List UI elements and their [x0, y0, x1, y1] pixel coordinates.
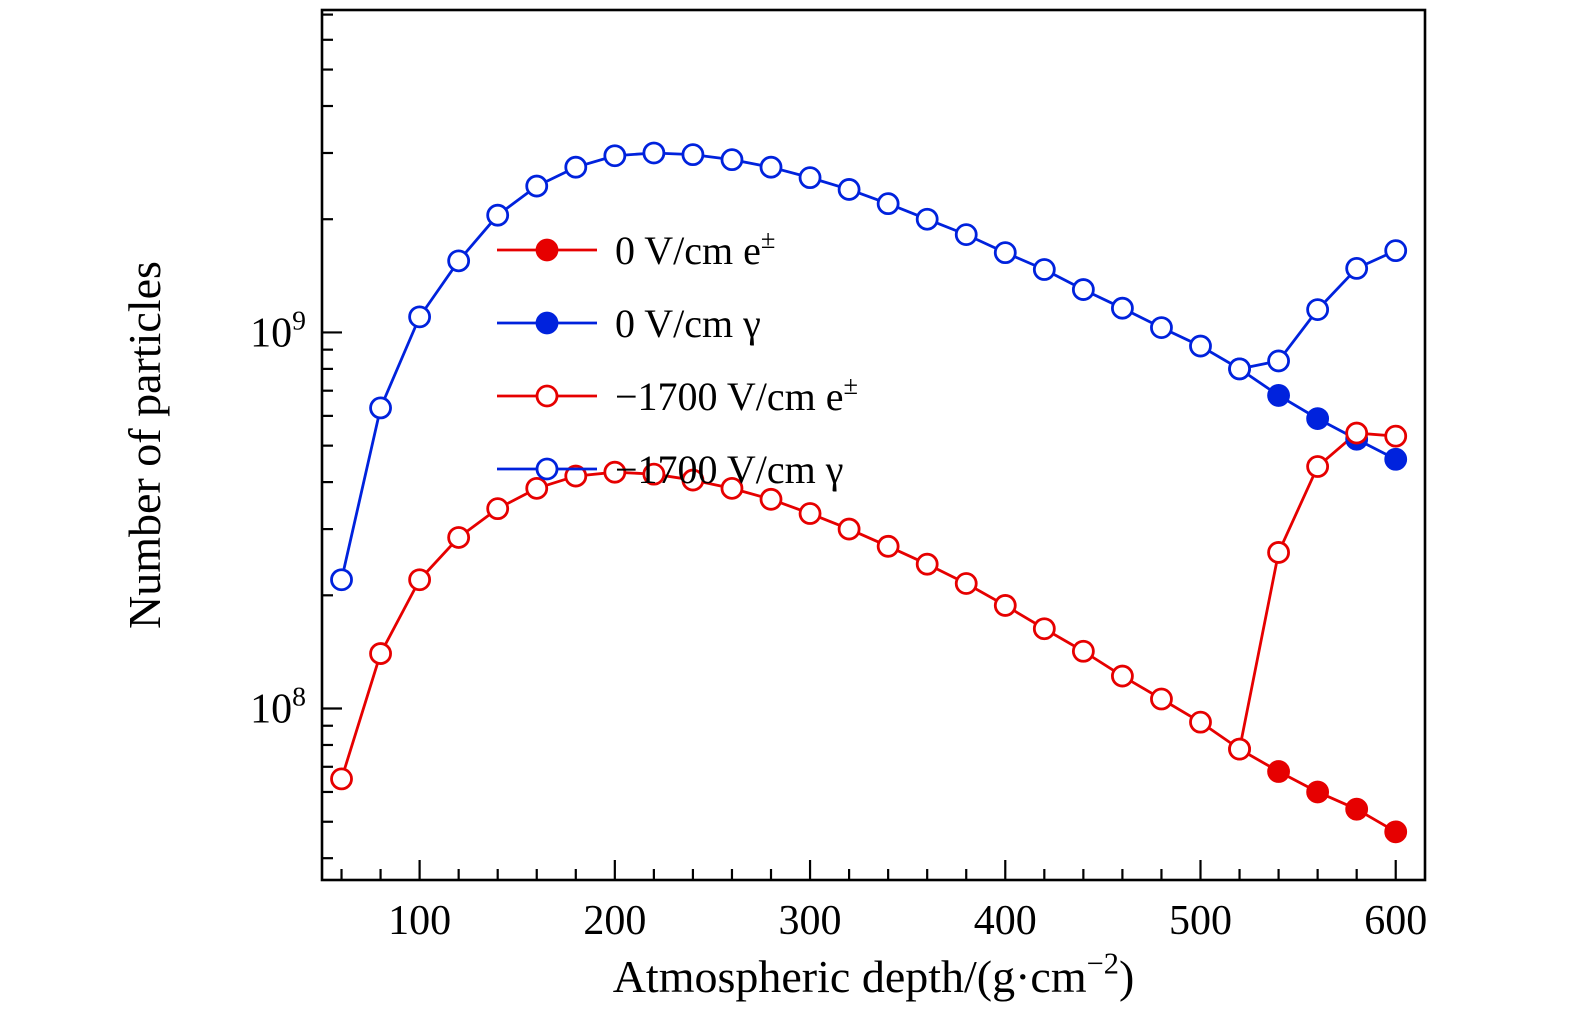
data-point-marker: [564, 155, 588, 179]
data-point-marker: [915, 552, 939, 576]
data-point-marker: [486, 203, 510, 227]
tick-labels: 100 200 300 400 500 600 108 109: [250, 305, 1427, 944]
y-tick-label: 108: [250, 681, 306, 733]
data-point-marker: [1384, 820, 1408, 844]
data-point-marker: [681, 143, 705, 167]
data-point-marker: [1071, 639, 1095, 663]
data-point-marker: [1032, 258, 1056, 281]
legend-entry-field-1700-epm: −1700 V/cm e±: [497, 370, 858, 419]
data-point-marker: [1345, 421, 1369, 445]
data-point-marker: [603, 144, 627, 168]
data-point-marker: [993, 241, 1017, 265]
data-point-marker: [1189, 710, 1212, 734]
y-axis-label: Number of particles: [119, 261, 170, 629]
data-point-marker: [1306, 455, 1330, 478]
x-tick-label: 500: [1169, 898, 1232, 944]
data-point-marker: [1384, 239, 1408, 263]
data-point-marker: [1267, 760, 1290, 783]
data-point-marker: [369, 396, 392, 420]
data-point-marker: [1345, 797, 1369, 821]
data-point-marker: [330, 767, 353, 791]
series-line-field-1700-epm: [340, 431, 1396, 780]
data-point-marker: [1384, 447, 1408, 471]
data-point-marker: [525, 174, 549, 198]
data-point-marker: [642, 462, 666, 486]
data-point-marker: [1228, 737, 1251, 761]
data-point-marker: [1071, 278, 1095, 301]
legend-entry-zero-field-gamma: 0 V/cm γ: [497, 301, 761, 346]
x-axis-label: Atmospheric depth/(g·cm−2): [613, 947, 1135, 1002]
data-point-marker: [759, 487, 783, 511]
data-point-marker: [486, 497, 510, 521]
series-markers-field-1700-epm: [330, 421, 1408, 791]
data-point-marker: [876, 534, 900, 558]
data-point-marker: [837, 178, 861, 201]
data-point-marker: [681, 468, 705, 492]
legend-label-field-1700-gamma: −1700 V/cm γ: [615, 447, 843, 492]
legend-marker-sample: [535, 311, 559, 335]
data-point-marker: [1189, 334, 1212, 358]
x-tick-label: 100: [388, 898, 451, 944]
data-point-marker: [798, 502, 822, 525]
y-tick-label: 109: [250, 305, 306, 357]
data-point-marker: [1267, 384, 1290, 407]
data-point-marker: [408, 305, 432, 329]
data-point-marker: [525, 476, 549, 500]
legend-label-zero-field-gamma: 0 V/cm γ: [615, 301, 761, 346]
data-point-marker: [837, 517, 861, 541]
data-point-marker: [1267, 349, 1290, 373]
data-point-marker: [447, 249, 471, 273]
data-point-marker: [720, 476, 744, 500]
legend-label-field-1700-epm: −1700 V/cm e±: [615, 370, 858, 419]
legend: 0 V/cm e± 0 V/cm γ −1700 V/cm e± −1700 V/cm…: [497, 224, 858, 492]
data-point-marker: [720, 148, 744, 172]
data-point-marker: [915, 207, 939, 231]
data-point-marker: [1150, 316, 1173, 340]
data-point-marker: [564, 464, 588, 488]
data-point-marker: [1267, 541, 1290, 564]
x-tick-label: 300: [779, 898, 842, 944]
data-point-marker: [1111, 296, 1134, 320]
data-point-marker: [1150, 687, 1173, 711]
data-point-marker: [759, 155, 783, 179]
legend-label-zero-field-epm: 0 V/cm e±: [615, 224, 775, 273]
series-line-field-1700-gamma: [340, 151, 1397, 581]
plot-frame: [320, 8, 1427, 882]
data-point-marker: [603, 460, 627, 484]
x-tick-label: 200: [583, 898, 646, 944]
data-point-marker: [1032, 617, 1056, 641]
data-point-marker: [408, 568, 432, 592]
data-point-marker: [954, 572, 978, 595]
series-markers-field-1700-gamma: [330, 141, 1408, 592]
data-point-marker: [993, 594, 1017, 617]
data-point-marker: [642, 141, 666, 165]
data-point-marker: [1306, 298, 1330, 322]
legend-marker-sample: [535, 384, 559, 408]
data-point-marker: [369, 642, 392, 665]
x-tick-label: 400: [974, 898, 1037, 944]
axes: [322, 13, 1397, 880]
data-point-marker: [1384, 424, 1408, 448]
data-point-marker: [1306, 780, 1330, 804]
data-point-marker: [1228, 357, 1251, 381]
legend-entry-field-1700-gamma: −1700 V/cm γ: [497, 447, 843, 492]
legend-marker-sample: [535, 457, 559, 481]
data-point-marker: [1306, 407, 1330, 431]
data-point-marker: [330, 568, 353, 592]
data-point-marker: [954, 223, 978, 247]
x-tick-label: 600: [1364, 898, 1427, 944]
legend-entry-zero-field-epm: 0 V/cm e±: [497, 224, 775, 273]
data-point-marker: [1111, 664, 1134, 688]
data-point-marker: [876, 192, 900, 216]
legend-marker-sample: [535, 238, 559, 262]
data-point-marker: [798, 166, 822, 190]
data-point-marker: [1345, 257, 1369, 280]
series-group: [330, 141, 1408, 844]
data-point-marker: [447, 526, 471, 549]
